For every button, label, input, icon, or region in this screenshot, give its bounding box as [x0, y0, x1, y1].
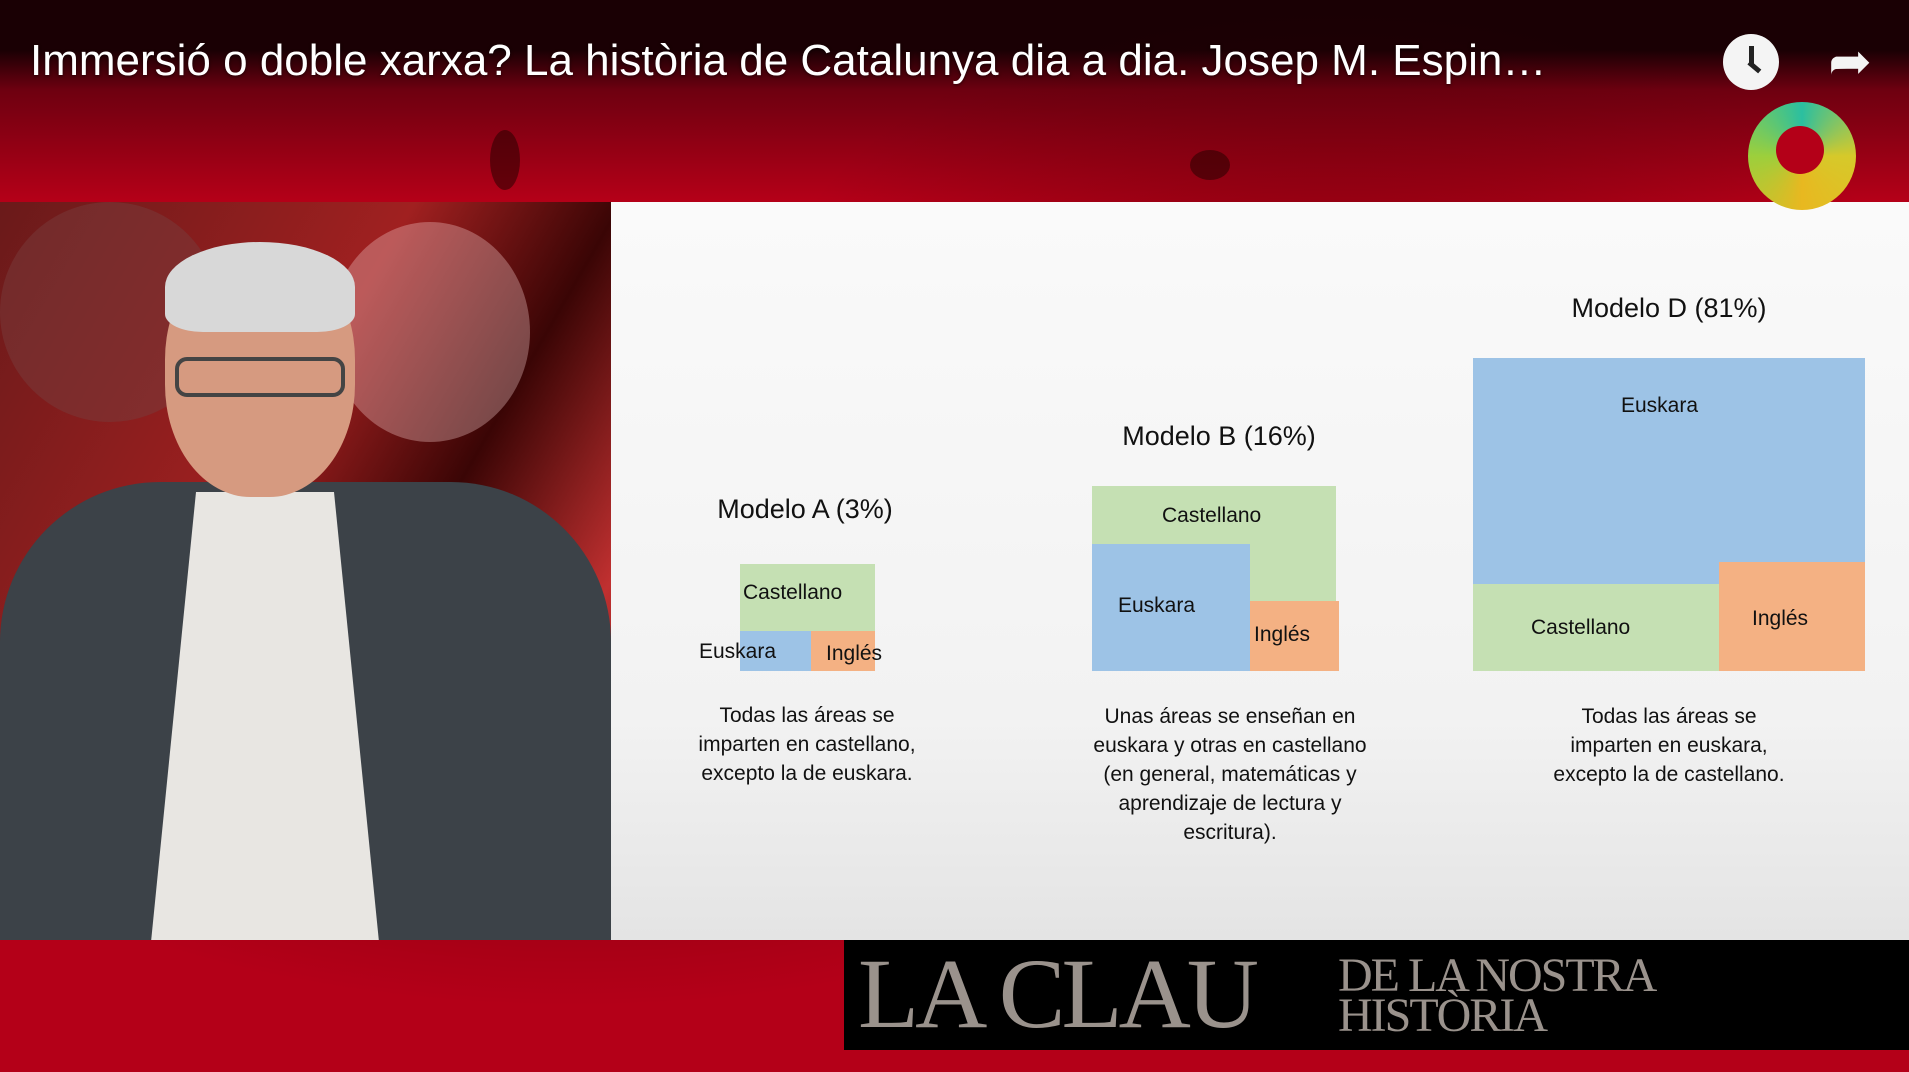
- description-line: Todas las áreas se: [719, 704, 895, 727]
- model-d-ingles-block: [1719, 562, 1865, 671]
- model-d-description: Todas las áreas se imparten en euskara, …: [1553, 702, 1784, 789]
- background-texture: [330, 222, 530, 442]
- model-a-castellano-block: [740, 564, 875, 631]
- video-title[interactable]: Immersió o doble xarxa? La història de C…: [30, 36, 1547, 85]
- program-name-line2: HISTÒRIA: [1338, 989, 1548, 1042]
- program-name-big: LA CLAU: [858, 938, 1259, 1049]
- description-line: imparten en castellano,: [698, 733, 916, 756]
- model-b-ingles-label: Inglés: [1254, 623, 1311, 646]
- model-b-castellano-label: Castellano: [1162, 504, 1262, 527]
- description-line: aprendizaje de lectura y: [1118, 792, 1342, 815]
- model-a-title: Modelo A (3%): [717, 494, 893, 524]
- model-a-castellano-label: Castellano: [743, 581, 843, 604]
- program-name-line1: DE LA NOSTRA: [1338, 949, 1657, 1002]
- presenter-hair: [165, 242, 355, 332]
- presentation-slide: Modelo A (3%) Castellano Euskara Inglés …: [611, 202, 1909, 940]
- model-b-title: Modelo B (16%): [1122, 421, 1316, 451]
- program-logo-banner: LA CLAU DE LA NOSTRA HISTÒRIA: [844, 940, 1909, 1050]
- model-a-euskara-label: Euskara: [699, 640, 777, 663]
- model-a-euskara-block: [740, 631, 811, 671]
- description-line: imparten en euskara,: [1570, 734, 1768, 757]
- description-line: excepto la de euskara.: [701, 762, 913, 785]
- share-arrow-icon[interactable]: ➦: [1828, 33, 1872, 91]
- model-b-euskara-label: Euskara: [1118, 594, 1196, 617]
- presenter-glasses: [175, 357, 345, 397]
- description-line: euskara y otras en castellano: [1093, 734, 1367, 757]
- background-stain: [1190, 150, 1230, 180]
- description-line: (en general, matemáticas y: [1103, 763, 1357, 786]
- model-a-ingles-block: [811, 631, 875, 671]
- model-d-castellano-label: Castellano: [1531, 616, 1631, 639]
- channel-logo[interactable]: [1748, 102, 1856, 210]
- model-a-ingles-label: Inglés: [826, 642, 883, 665]
- description-line: Unas áreas se enseñan en: [1104, 705, 1356, 728]
- model-a-description: Todas las áreas se imparten en castellan…: [698, 701, 915, 788]
- model-b-description: Unas áreas se enseñan en euskara y otras…: [1093, 702, 1366, 847]
- background-stain: [490, 130, 520, 190]
- model-d-euskara-label: Euskara: [1621, 394, 1699, 417]
- model-b-ingles-block: [1250, 601, 1339, 671]
- description-line: excepto la de castellano.: [1553, 763, 1785, 786]
- presenter-video: [0, 202, 611, 940]
- model-b-euskara-block: [1092, 544, 1250, 671]
- model-d-castellano-block: [1473, 584, 1719, 671]
- clock-icon[interactable]: [1723, 34, 1779, 90]
- description-line: escritura).: [1183, 821, 1277, 844]
- model-d-ingles-label: Inglés: [1752, 607, 1809, 630]
- model-d-title: Modelo D (81%): [1571, 293, 1767, 323]
- description-line: Todas las áreas se: [1581, 705, 1757, 728]
